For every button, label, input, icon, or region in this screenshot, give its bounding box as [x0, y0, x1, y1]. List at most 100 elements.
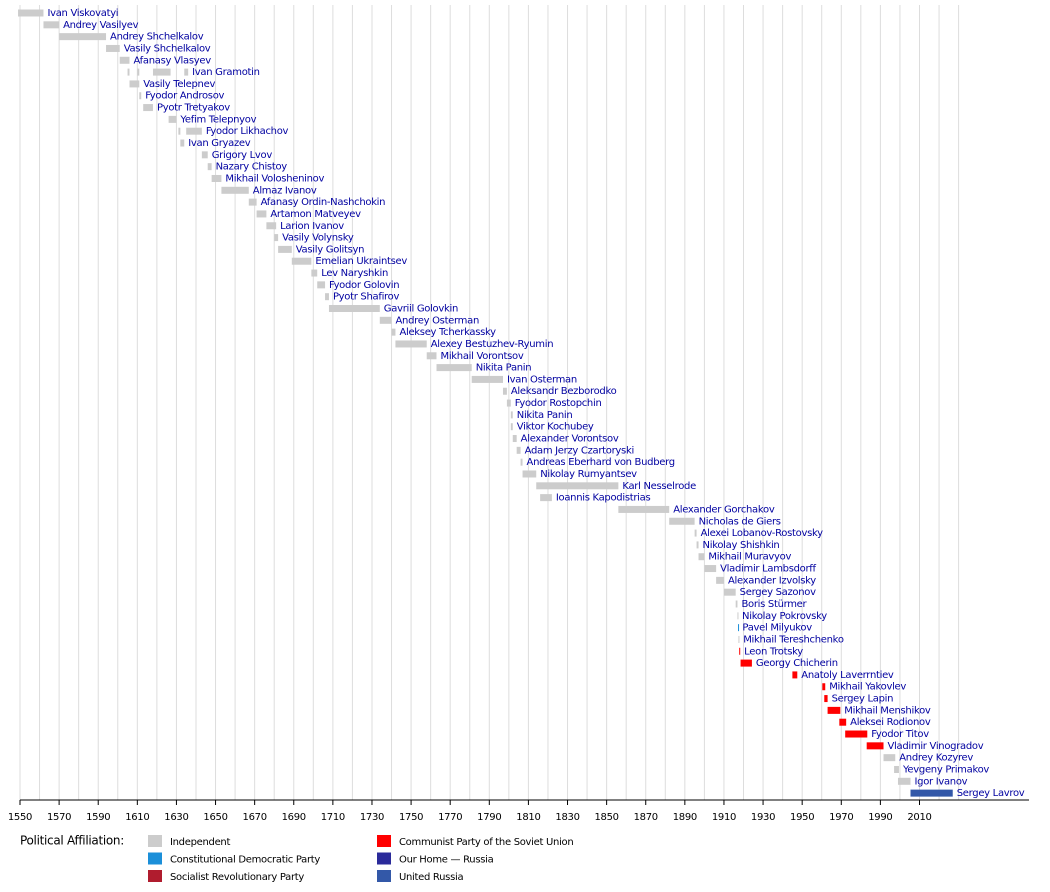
- minister-name: Aleksandr Bezborodko: [511, 386, 617, 397]
- legend-label: Socialist Revolutionary Party: [170, 872, 304, 883]
- minister-name: Afanasy Ordin-Nashchokin: [261, 197, 386, 208]
- x-tick-label: 1550: [8, 812, 32, 823]
- x-tick-label: 1730: [360, 812, 384, 823]
- x-tick-label: 1970: [829, 812, 853, 823]
- minister-name: Mikhail Tereshchenko: [743, 634, 844, 645]
- x-tick-label: 1790: [477, 812, 501, 823]
- term-bar: [43, 21, 60, 29]
- legend-swatch: [148, 870, 162, 882]
- term-bar: [201, 151, 208, 159]
- minister-name: Nikolay Shishkin: [703, 540, 780, 551]
- minister-name: Mikhail Volosheninov: [225, 173, 324, 184]
- minister-name: Sergey Lapin: [832, 694, 894, 705]
- minister-name: Vasily Volynsky: [282, 233, 354, 244]
- minister-name: Fyodor Rostopchin: [515, 398, 602, 409]
- term-bar: [822, 683, 826, 691]
- minister-name: Karl Nesselrode: [622, 481, 696, 492]
- legend-swatch: [148, 852, 162, 865]
- legend-label: United Russia: [399, 872, 463, 883]
- term-bar: [137, 68, 140, 76]
- term-bar: [716, 576, 724, 584]
- minister-name: Vasily Telepnev: [143, 79, 215, 90]
- minister-name: Aleksey Tcherkassky: [399, 327, 496, 338]
- minister-name: Alexey Bestuzhev-Ryumin: [431, 339, 554, 350]
- minister-name: Almaz Ivanov: [253, 185, 317, 196]
- minister-name: Nazary Chistoy: [216, 162, 288, 173]
- legend-title: Political Affiliation:: [20, 834, 124, 848]
- term-bar: [274, 234, 279, 242]
- term-bar: [704, 565, 717, 573]
- term-bar: [696, 541, 699, 549]
- x-tick-label: 1830: [555, 812, 579, 823]
- term-bar: [520, 458, 523, 466]
- minister-name: Mikhail Yakovlev: [829, 682, 906, 693]
- x-tick-label: 2010: [907, 812, 931, 823]
- x-tick-label: 1670: [243, 812, 267, 823]
- minister-name: Emelian Ukraintsev: [315, 256, 407, 267]
- term-bar: [506, 399, 511, 407]
- minister-name: Mikhail Menshikov: [844, 705, 931, 716]
- minister-name: Afanasy Vlasyev: [134, 55, 212, 66]
- minister-name: Nicholas de Giers: [699, 516, 781, 527]
- minister-name: Fyodor Titov: [871, 729, 929, 740]
- term-bar: [317, 281, 326, 289]
- x-tick-label: 1710: [321, 812, 345, 823]
- term-bar: [536, 482, 619, 490]
- term-bar: [510, 423, 513, 431]
- minister-name: Sergey Sazonov: [740, 587, 816, 598]
- legend-swatch: [148, 835, 162, 847]
- term-bar: [894, 765, 899, 773]
- x-tick-label: 1910: [712, 812, 736, 823]
- term-bar: [883, 754, 896, 762]
- term-bar: [184, 68, 189, 76]
- legend-label: Communist Party of the Soviet Union: [399, 837, 573, 848]
- x-tick-label: 1570: [47, 812, 71, 823]
- minister-name: Mikhail Muravyov: [708, 552, 791, 563]
- term-bar: [119, 56, 130, 64]
- minister-name: Lev Naryshkin: [321, 268, 388, 279]
- minister-name: Aleksei Rodionov: [850, 717, 931, 728]
- minister-name: Georgy Chicherin: [756, 658, 838, 669]
- term-bar: [139, 92, 142, 100]
- minister-name: Nikolay Rumyantsev: [540, 469, 637, 480]
- term-bar: [178, 127, 181, 135]
- term-bar: [738, 624, 740, 632]
- x-tick-label: 1890: [673, 812, 697, 823]
- term-bar: [143, 104, 153, 112]
- term-bar: [502, 387, 507, 395]
- legend-label: Independent: [170, 837, 230, 848]
- x-tick-label: 1610: [125, 812, 149, 823]
- minister-name: Andrey Osterman: [396, 315, 479, 326]
- term-bar: [723, 588, 736, 596]
- x-tick-label: 1930: [751, 812, 775, 823]
- minister-name: Alexei Lobanov-Rostovsky: [701, 528, 824, 539]
- x-tick-label: 1990: [868, 812, 892, 823]
- term-bar: [211, 174, 222, 182]
- minister-name: Fyodor Androsov: [145, 91, 224, 102]
- term-bar: [698, 553, 705, 561]
- term-bar: [291, 257, 312, 265]
- minister-name: Nikita Panin: [517, 410, 573, 421]
- legend-swatch: [377, 835, 391, 847]
- term-bar: [522, 470, 537, 478]
- minister-name: Artamon Matveyev: [270, 209, 361, 220]
- minister-name: Yevgeny Primakov: [902, 764, 989, 775]
- x-tick-label: 1750: [399, 812, 423, 823]
- minister-name: Alexander Izvolsky: [728, 575, 816, 586]
- minister-name: Vladimir Lambsdorff: [720, 564, 816, 575]
- term-bar: [168, 115, 177, 123]
- term-bar: [516, 446, 521, 454]
- minister-name: Ivan Gryazev: [188, 138, 251, 149]
- x-tick-label: 1810: [516, 812, 540, 823]
- minister-name: Sergey Lavrov: [957, 788, 1025, 799]
- minister-name: Ivan Viskovatyi: [47, 8, 118, 19]
- term-bar: [738, 635, 740, 643]
- legend-swatch: [377, 852, 391, 865]
- term-bar: [426, 352, 437, 360]
- minister-name: Vasily Shchelkalov: [124, 43, 211, 54]
- minister-name: Pavel Milyukov: [742, 623, 812, 634]
- minister-name: Vasily Golitsyn: [296, 244, 364, 255]
- term-bar: [471, 375, 503, 383]
- term-bar: [207, 163, 212, 171]
